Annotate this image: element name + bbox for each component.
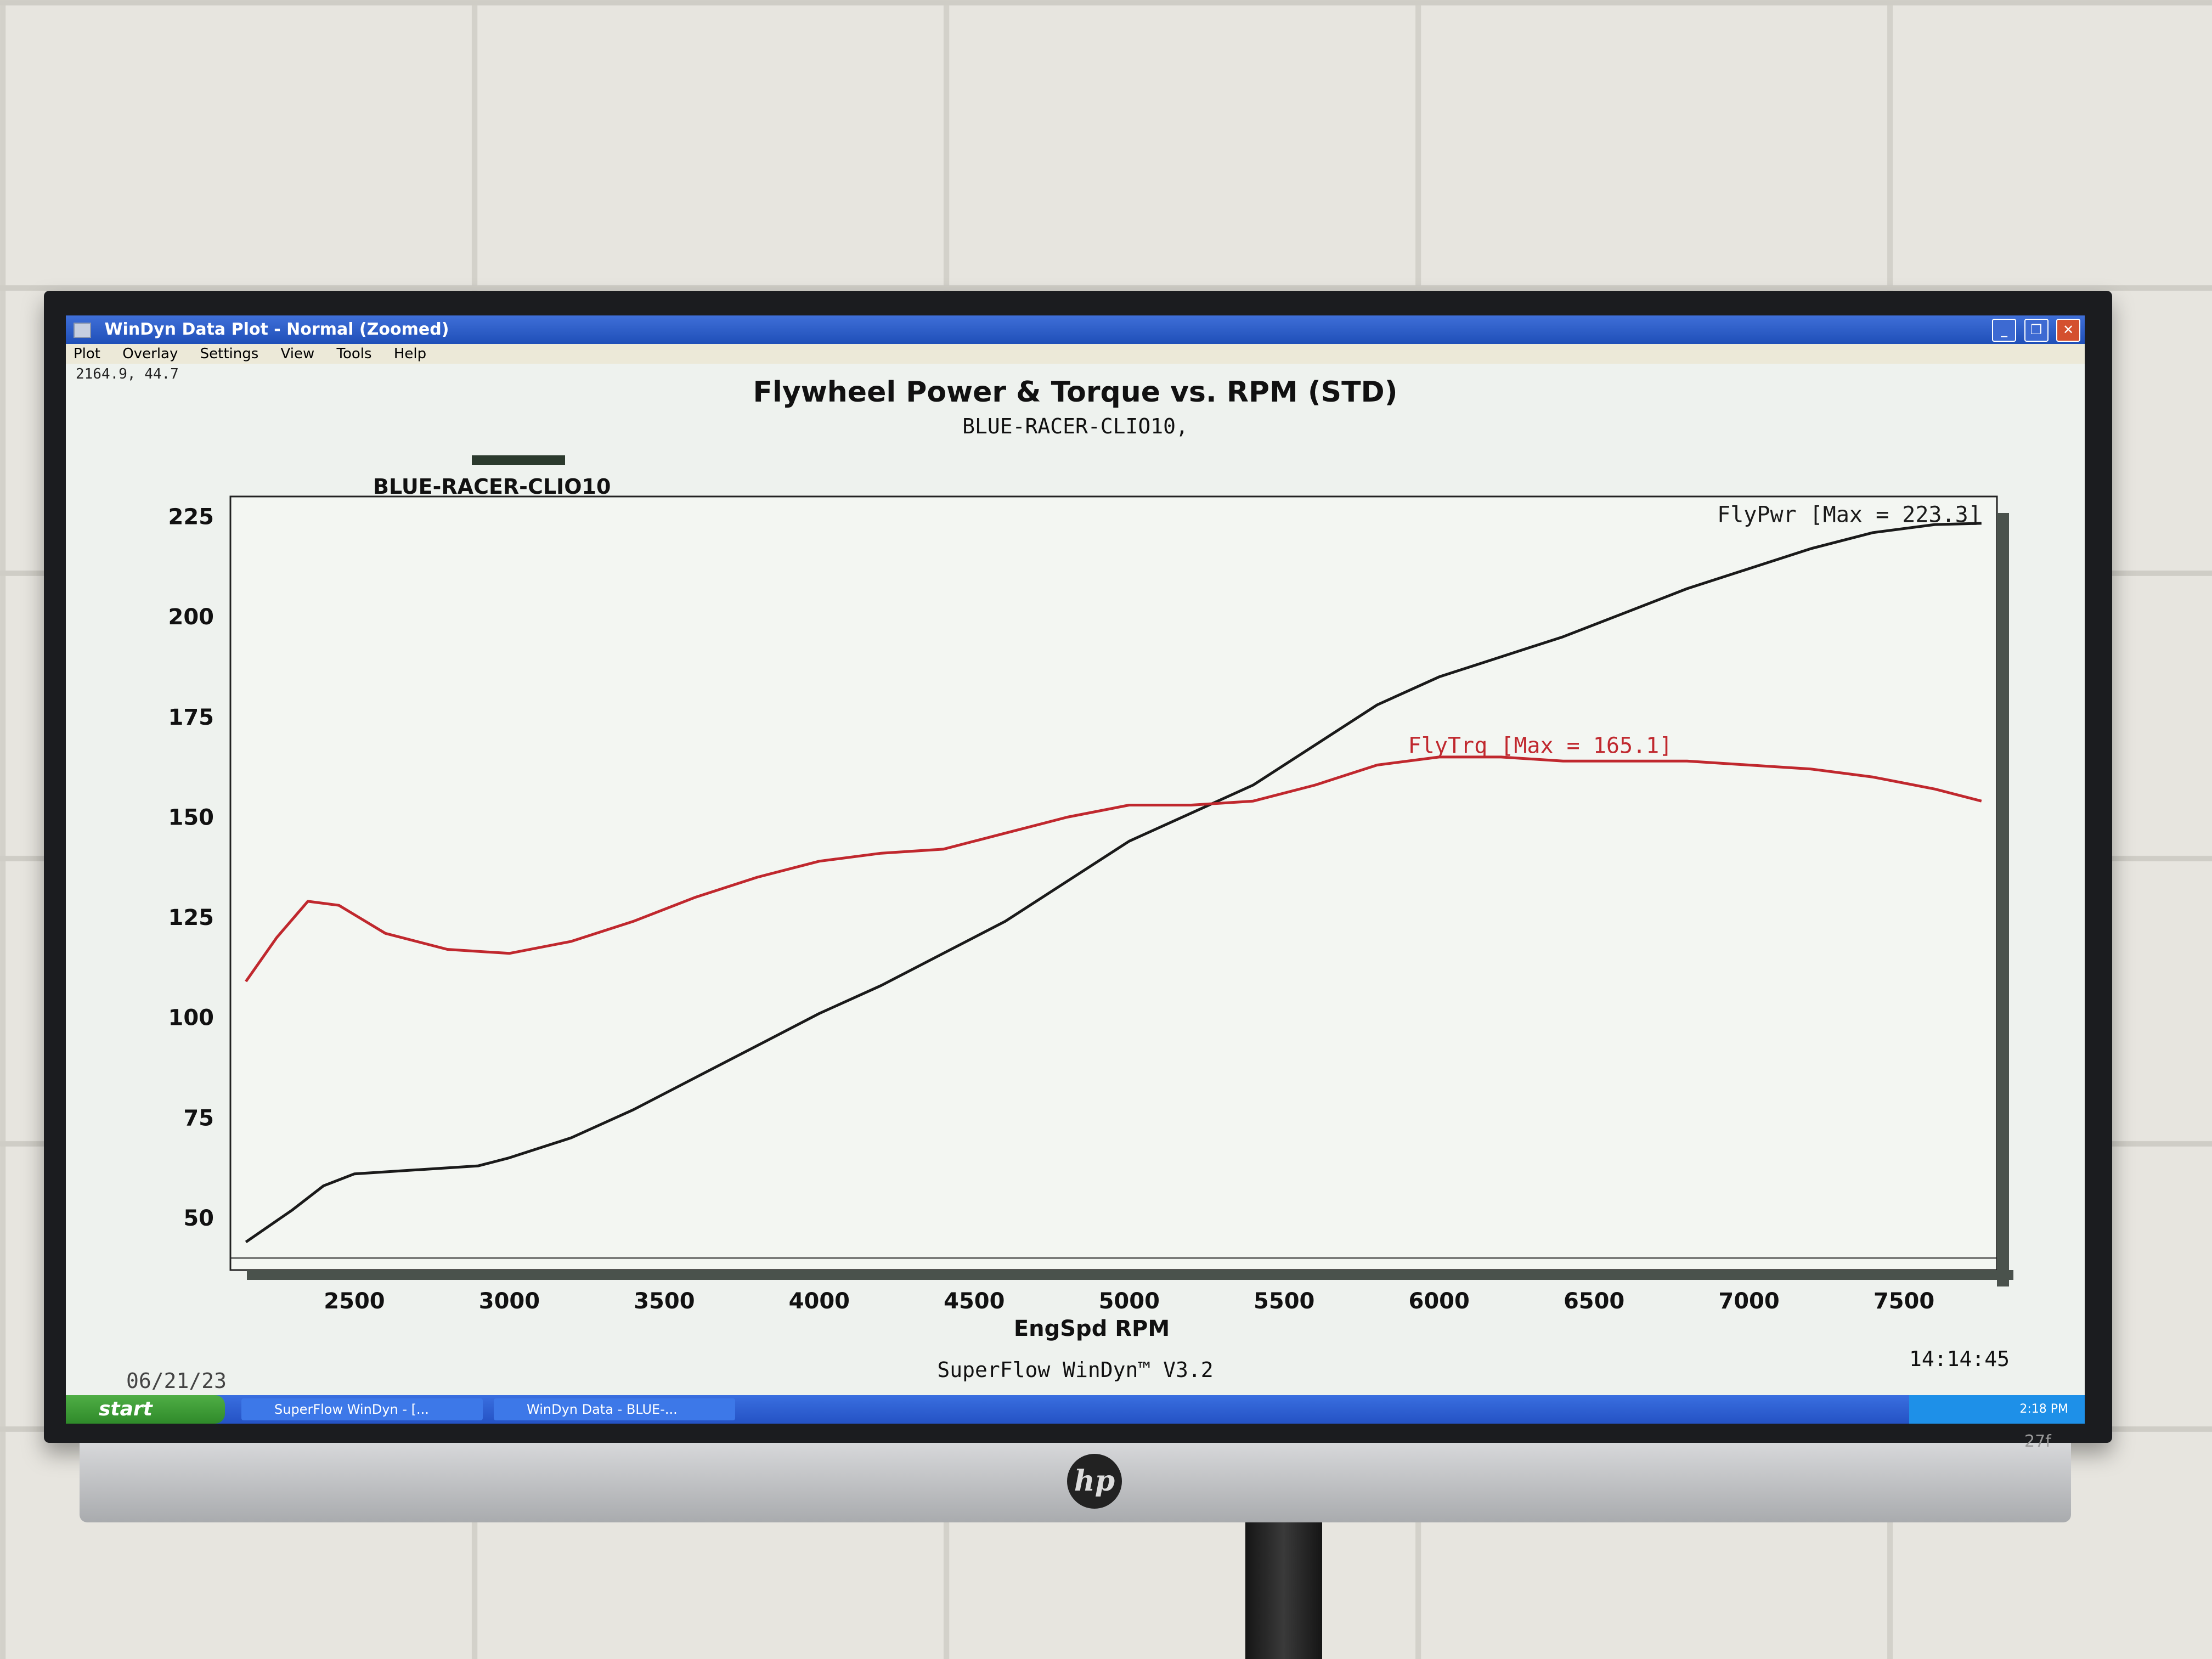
cursor-readout: 2164.9, 44.7: [76, 366, 179, 382]
flypwr-label: FlyPwr [Max = 223.3]: [1717, 503, 1982, 528]
x-tick-label: 5500: [1254, 1289, 1314, 1314]
chart-subtitle: BLUE-RACER-CLIO10,: [962, 414, 1188, 438]
system-tray-clock: 2:18 PM: [1909, 1395, 2085, 1424]
taskbar-item-windyn-data[interactable]: WinDyn Data - BLUE-...: [494, 1398, 735, 1420]
menu-plot[interactable]: Plot: [74, 346, 101, 362]
series-lines: [245, 522, 1982, 1243]
y-tick-label: 150: [168, 805, 215, 830]
screen: WinDyn Data Plot - Normal (Zoomed) _ ❐ ✕…: [66, 315, 2085, 1424]
taskbar: start SuperFlow WinDyn - [... WinDyn Dat…: [66, 1395, 2085, 1424]
chart-title: Flywheel Power & Torque vs. RPM (STD): [753, 376, 1398, 409]
x-tick-label: 5000: [1099, 1289, 1160, 1314]
restore-icon[interactable]: ❐: [2024, 319, 2049, 342]
y-tick-label: 50: [183, 1206, 214, 1231]
plot-shadow-right: [1997, 513, 2009, 1286]
axes: [229, 495, 2013, 1286]
x-tick-label: 6500: [1564, 1289, 1624, 1314]
monitor-stand: [1245, 1522, 1322, 1659]
menu-overlay[interactable]: Overlay: [122, 346, 178, 362]
plot-area[interactable]: 2500 3000 3500 4000 4500 5000 5500 6000 6500 7000…: [66, 315, 2085, 1424]
x-tick-label: 2500: [324, 1289, 385, 1314]
legend-swatch: [472, 455, 565, 465]
menu-tools[interactable]: Tools: [336, 346, 372, 362]
y-tick-label: 200: [168, 605, 215, 630]
series-labels: FlyPwr [Max = 223.3] FlyTrq [Max = 165.1]: [1408, 503, 1982, 759]
y-tick-label: 100: [168, 1006, 215, 1031]
window-titlebar[interactable]: WinDyn Data Plot - Normal (Zoomed) _ ❐ ✕: [66, 315, 2085, 344]
x-tick-label: 4500: [944, 1289, 1005, 1314]
hp-logo: hp: [1067, 1454, 1122, 1509]
plot-frame: [229, 495, 1998, 1271]
legend-label: BLUE-RACER-CLIO10: [373, 475, 611, 499]
x-tick-label: 4000: [789, 1289, 850, 1314]
x-tick-label: 3500: [634, 1289, 695, 1314]
y-tick-label: 75: [183, 1105, 214, 1131]
app-icon: [74, 322, 91, 338]
x-tick-label: 3000: [479, 1289, 540, 1314]
x-axis-label: EngSpd RPM: [1014, 1316, 1170, 1341]
run-time: 14:14:45: [1909, 1347, 2010, 1371]
menu-settings[interactable]: Settings: [200, 346, 259, 362]
y-tick-label: 125: [168, 905, 215, 930]
start-button[interactable]: start: [66, 1395, 225, 1424]
window-controls: _ ❐ ✕: [1990, 319, 2080, 347]
menu-help[interactable]: Help: [393, 346, 427, 362]
y-tick-label: 225: [168, 505, 215, 530]
taskbar-item-superflow[interactable]: SuperFlow WinDyn - [...: [241, 1398, 483, 1420]
series-line-flypwr: [245, 522, 1982, 1243]
minimize-icon[interactable]: _: [1992, 319, 2017, 342]
plot-shadow-bottom: [247, 1270, 2013, 1280]
close-icon[interactable]: ✕: [2056, 319, 2080, 342]
run-date: 06/21/23: [126, 1369, 227, 1393]
flytrq-label: FlyTrq [Max = 165.1]: [1408, 733, 1673, 759]
model-label: 27f: [2024, 1432, 2051, 1451]
x-tick-label: 7500: [1874, 1289, 1934, 1314]
tick-labels: 2500 3000 3500 4000 4500 5000 5500 6000 6500 7000…: [168, 505, 1935, 1341]
menu-view[interactable]: View: [280, 346, 315, 362]
window-title: WinDyn Data Plot - Normal (Zoomed): [104, 320, 449, 339]
software-label: SuperFlow WinDyn™ V3.2: [937, 1358, 1214, 1382]
y-tick-label: 175: [168, 705, 215, 730]
x-tick-label: 6000: [1408, 1289, 1469, 1314]
menubar: Plot Overlay Settings View Tools Help: [66, 344, 2085, 364]
x-tick-label: 7000: [1718, 1289, 1779, 1314]
series-line-flytrq: [245, 755, 1982, 983]
